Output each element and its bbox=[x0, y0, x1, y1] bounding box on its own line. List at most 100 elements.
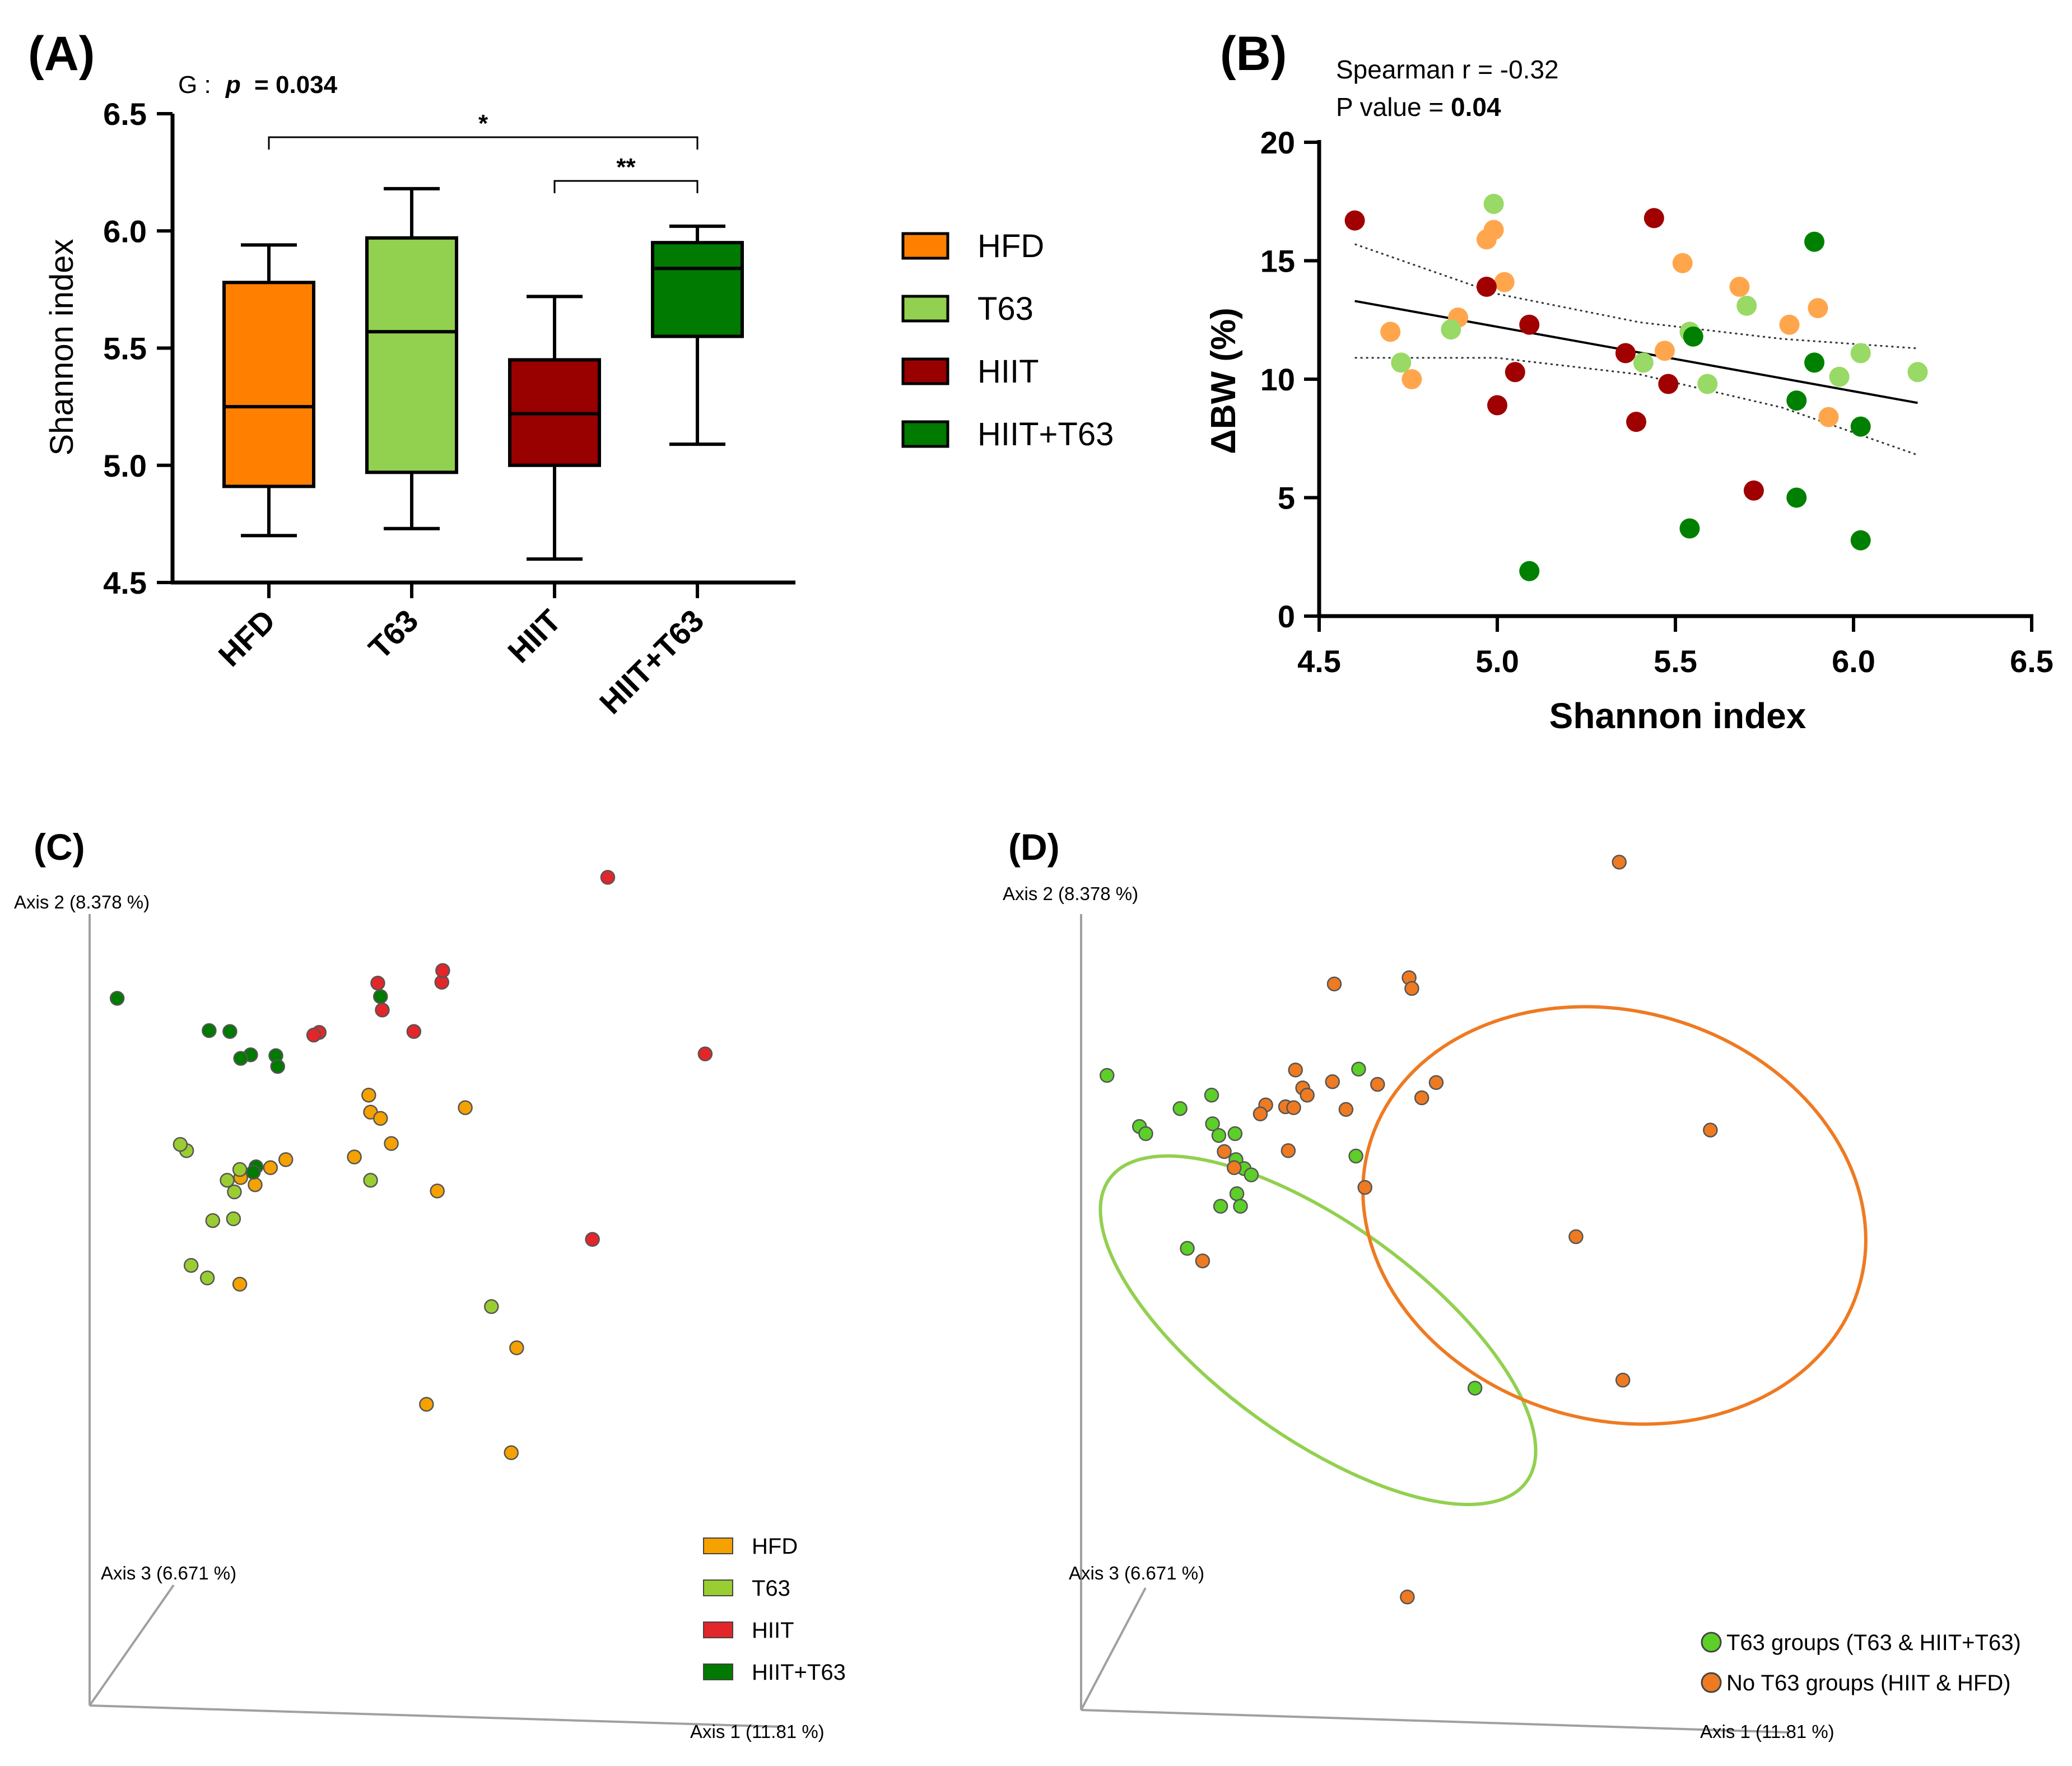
point-t63 bbox=[183, 1257, 199, 1273]
legend-label-no-t63-groups-hiit-hfd: No T63 groups (HIIT & HFD) bbox=[1726, 1671, 2011, 1695]
point-hfd bbox=[1808, 298, 1828, 319]
point-hfd bbox=[278, 1152, 294, 1167]
panel-b-x-ticks: 4.5 5.0 5.5 6.0 6.5 bbox=[1297, 616, 2054, 679]
point-t63 bbox=[484, 1299, 499, 1315]
point-t63 bbox=[1441, 319, 1461, 340]
point-t63-groups-t63-hiit-t63 bbox=[1229, 1186, 1245, 1201]
panel-b-label: (B) bbox=[1220, 27, 1287, 81]
point-t63 bbox=[226, 1211, 241, 1227]
legend-label-hiit: HIIT bbox=[977, 353, 1039, 390]
point-no-t63-groups-hiit-hfd bbox=[1288, 1063, 1303, 1078]
point-hiit-t63 bbox=[373, 989, 388, 1004]
box-t63 bbox=[365, 187, 458, 530]
box-hiit bbox=[508, 295, 601, 561]
point-hiit-t63 bbox=[1519, 561, 1540, 581]
point-t63-groups-t63-hiit-t63 bbox=[1348, 1148, 1363, 1164]
point-hiit-t63 bbox=[1683, 326, 1703, 347]
point-hiit bbox=[306, 1027, 322, 1043]
y-tick-label: 4.5 bbox=[103, 565, 147, 600]
point-hiit bbox=[600, 870, 616, 885]
panel-d-axis-3 bbox=[1080, 1587, 1147, 1711]
legend-swatch-hiit bbox=[703, 1621, 733, 1638]
point-no-t63-groups-hiit-hfd bbox=[1428, 1075, 1444, 1091]
legend-label-t63-groups-t63-hiit-t63: T63 groups (T63 & HIIT+T63) bbox=[1726, 1630, 2021, 1655]
panel-d-axis-2-label: Axis 2 (8.378 %) bbox=[1003, 883, 1138, 904]
y-tick-label: 5 bbox=[1278, 481, 1295, 516]
point-hiit bbox=[697, 1046, 713, 1061]
panel-d-label: (D) bbox=[1008, 826, 1060, 868]
y-tick-label: 0 bbox=[1278, 599, 1295, 634]
regression-line bbox=[1354, 300, 1918, 404]
point-no-t63-groups-hiit-hfd bbox=[1338, 1102, 1354, 1117]
point-hfd bbox=[1494, 272, 1515, 292]
panel-c-axis-1 bbox=[89, 1704, 782, 1728]
point-no-t63-groups-hiit-hfd bbox=[1400, 1589, 1415, 1605]
point-no-t63-groups-hiit-hfd bbox=[1568, 1229, 1584, 1245]
panel-a-y-ticks: 4.5 5.0 5.5 6.0 6.5 bbox=[103, 96, 173, 600]
point-t63-groups-t63-hiit-t63 bbox=[1172, 1101, 1188, 1116]
point-hfd bbox=[458, 1100, 473, 1115]
point-hfd bbox=[373, 1111, 388, 1126]
point-no-t63-groups-hiit-hfd bbox=[1326, 976, 1342, 992]
point-no-t63-groups-hiit-hfd bbox=[1217, 1144, 1232, 1159]
point-hiit-t63 bbox=[1679, 518, 1700, 539]
panel-c-axis-3-label: Axis 3 (6.671 %) bbox=[101, 1563, 236, 1583]
point-t63-groups-t63-hiit-t63 bbox=[1233, 1199, 1248, 1214]
point-t63 bbox=[1907, 362, 1928, 383]
point-hfd bbox=[430, 1183, 445, 1199]
panel-b: (B) Spearman r = -0.32 P value = 0.04 ΔB… bbox=[1204, 27, 2054, 736]
point-t63 bbox=[205, 1213, 221, 1228]
panel-d: (D) Axis 2 (8.378 %) Axis 3 (6.671 %) Ax… bbox=[1003, 826, 2021, 1742]
legend-label-hiit-t63: HIIT+T63 bbox=[752, 1660, 846, 1685]
point-hiit bbox=[1519, 314, 1540, 335]
point-hfd bbox=[1483, 220, 1504, 240]
panel-b-y-ticks: 0 5 10 15 20 bbox=[1260, 125, 1319, 634]
point-hfd bbox=[1818, 407, 1839, 427]
panel-a-legend: HFD T63 HIIT HIIT+T63 bbox=[901, 228, 1114, 453]
point-hfd bbox=[263, 1160, 278, 1176]
point-t63 bbox=[1483, 193, 1504, 214]
y-tick-label: 5.5 bbox=[103, 331, 147, 366]
point-hfd bbox=[1401, 369, 1422, 389]
point-t63-groups-t63-hiit-t63 bbox=[1205, 1116, 1220, 1131]
box-hfd bbox=[222, 243, 315, 538]
point-hiit-t63 bbox=[1786, 390, 1807, 411]
point-hiit-t63 bbox=[246, 1164, 261, 1180]
point-t63 bbox=[1633, 352, 1654, 373]
point-t63 bbox=[1391, 352, 1412, 373]
panel-d-axis-3-label: Axis 3 (6.671 %) bbox=[1069, 1563, 1204, 1583]
point-t63-groups-t63-hiit-t63 bbox=[1244, 1167, 1259, 1182]
bracket-hiit-hiit-t63 bbox=[553, 180, 699, 193]
panel-c-legend: HFD T63 HIIT HIIT+T63 bbox=[703, 1534, 846, 1685]
panel-c-axis-1-label: Axis 1 (11.81 %) bbox=[690, 1721, 825, 1742]
panel-c-axis-3 bbox=[89, 1584, 175, 1707]
point-t63 bbox=[232, 1162, 248, 1177]
panel-d-points bbox=[1100, 854, 1718, 1605]
point-t63 bbox=[363, 1172, 378, 1188]
legend-label-hiit-t63: HIIT+T63 bbox=[977, 416, 1114, 453]
legend-label-t63: T63 bbox=[752, 1576, 790, 1601]
point-hiit bbox=[375, 1002, 390, 1018]
point-hfd bbox=[1654, 341, 1675, 361]
panel-d-legend: T63 groups (T63 & HIIT+T63) No T63 groups… bbox=[1701, 1630, 2021, 1695]
iqr-box bbox=[222, 281, 315, 488]
point-no-t63-groups-hiit-hfd bbox=[1300, 1087, 1315, 1103]
panel-a-y-axis-label: Shannon index bbox=[44, 239, 80, 456]
legend-swatch-hiit-t63 bbox=[703, 1664, 733, 1680]
point-t63-groups-t63-hiit-t63 bbox=[1227, 1126, 1243, 1141]
panel-b-points bbox=[1344, 193, 1928, 581]
point-t63-groups-t63-hiit-t63 bbox=[1180, 1241, 1195, 1256]
point-t63 bbox=[173, 1136, 188, 1152]
x-tick-label: 6.0 bbox=[1832, 644, 1875, 679]
point-hiit-t63 bbox=[1804, 231, 1825, 252]
panel-b-annotation-r: Spearman r = -0.32 bbox=[1336, 55, 1559, 84]
point-no-t63-groups-hiit-hfd bbox=[1404, 981, 1419, 996]
x-tick-label: 5.0 bbox=[1475, 644, 1519, 679]
point-hiit-t63 bbox=[202, 1023, 217, 1038]
ci-lower-band bbox=[1354, 357, 1918, 456]
point-hiit bbox=[1344, 210, 1365, 231]
point-hiit bbox=[1743, 480, 1764, 501]
legend-swatch-hfd bbox=[703, 1537, 733, 1554]
panel-b-y-axis-label: ΔBW (%) bbox=[1204, 307, 1243, 454]
